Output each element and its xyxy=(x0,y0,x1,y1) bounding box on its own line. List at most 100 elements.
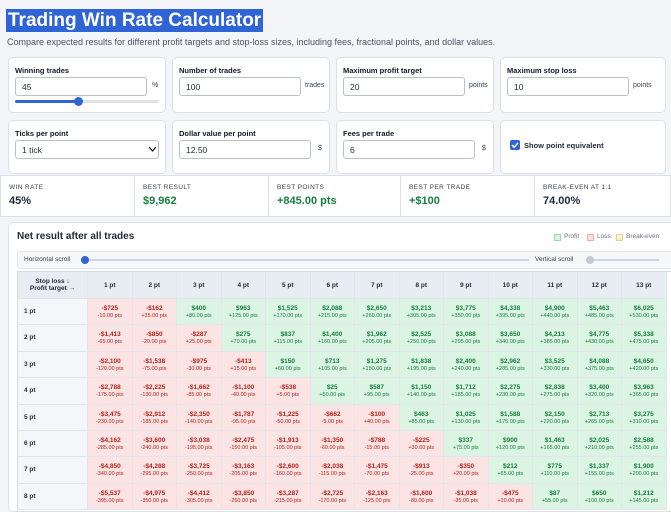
result-cell[interactable]: -$1,913 -105.00 pts xyxy=(266,431,311,458)
result-cell[interactable]: $2,713 +265.00 pts xyxy=(577,404,622,431)
result-cell[interactable]: $650 +100.00 pts xyxy=(577,483,622,511)
result-cell[interactable]: $25 +50.00 pts xyxy=(310,378,355,405)
slider-track[interactable] xyxy=(589,259,659,261)
result-cell[interactable]: -$2,100 -120.00 pts xyxy=(88,351,133,379)
result-cell[interactable]: $5,338 +475.00 pts xyxy=(622,325,667,352)
result-cell[interactable]: $6,025 +530.00 pts xyxy=(622,299,667,326)
result-cell[interactable]: $1,588 +175.00 pts xyxy=(488,404,533,431)
result-cell[interactable]: -$413 +15.00 pts xyxy=(221,351,266,379)
result-cell[interactable]: -$2,225 -130.00 pts xyxy=(132,378,177,405)
slider-thumb[interactable] xyxy=(81,256,89,264)
result-cell[interactable]: $1,337 +155.00 pts xyxy=(577,457,622,484)
result-cell[interactable]: $2,588 +255.00 pts xyxy=(622,431,667,458)
result-cell[interactable]: $1,212 +145.00 pts xyxy=(622,483,667,511)
result-cell[interactable]: -$225 +30.00 pts xyxy=(399,431,444,458)
result-cell[interactable]: -$4,288 -295.00 pts xyxy=(132,457,177,484)
result-cell[interactable]: $4,775 +430.00 pts xyxy=(577,325,622,352)
result-cell[interactable]: -$4,850 -340.00 pts xyxy=(88,457,133,484)
result-cell[interactable]: -$1,538 -75.00 pts xyxy=(132,351,177,379)
result-cell[interactable]: $2,275 +230.00 pts xyxy=(488,378,533,405)
result-cell[interactable]: $2,025 +210.00 pts xyxy=(577,431,622,458)
result-cell[interactable]: $1,463 +165.00 pts xyxy=(533,431,578,458)
result-cell[interactable]: -$850 -20.00 pts xyxy=(132,325,177,352)
result-cell[interactable]: $3,525 +330.00 pts xyxy=(533,351,578,379)
result-cell[interactable]: $1,275 +150.00 pts xyxy=(355,351,400,379)
result-cell[interactable]: $5,463 +485.00 pts xyxy=(577,299,622,326)
result-cell[interactable]: -$350 +20.00 pts xyxy=(444,457,489,484)
result-cell[interactable]: -$1,100 -40.00 pts xyxy=(221,378,266,405)
result-cell[interactable]: -$1,787 -95.00 pts xyxy=(221,404,266,431)
text-input[interactable]: 45 xyxy=(15,77,147,96)
result-cell[interactable]: -$538 +5.00 pts xyxy=(266,378,311,405)
result-cell[interactable]: $1,525 +170.00 pts xyxy=(266,299,311,326)
result-cell[interactable]: -$2,788 -175.00 pts xyxy=(88,378,133,405)
result-cell[interactable]: -$2,600 -160.00 pts xyxy=(266,457,311,484)
result-cell[interactable]: $463 +85.00 pts xyxy=(399,404,444,431)
result-cell[interactable]: -$975 -30.00 pts xyxy=(177,351,222,379)
result-cell[interactable]: $337 +75.00 pts xyxy=(444,431,489,458)
result-cell[interactable]: $4,650 +420.00 pts xyxy=(622,351,667,379)
result-cell[interactable]: -$725 -10.00 pts xyxy=(88,299,133,326)
result-cell[interactable]: -$662 -5.00 pts xyxy=(310,404,355,431)
result-cell[interactable]: -$3,600 -240.00 pts xyxy=(132,431,177,458)
result-cell[interactable]: $2,650 +260.00 pts xyxy=(355,299,400,326)
result-cell[interactable]: -$3,475 -230.00 pts xyxy=(88,404,133,431)
slider-thumb[interactable] xyxy=(586,256,594,264)
result-cell[interactable]: $150 +60.00 pts xyxy=(266,351,311,379)
text-input[interactable]: 6 xyxy=(343,140,475,159)
result-cell[interactable]: -$4,412 -305.00 pts xyxy=(177,483,222,511)
result-cell[interactable]: -$475 +10.00 pts xyxy=(488,483,533,511)
checkbox[interactable] xyxy=(510,140,520,150)
text-input[interactable]: 20 xyxy=(343,77,465,96)
result-cell[interactable]: -$788 -15.00 pts xyxy=(355,431,400,458)
result-cell[interactable]: $837 +115.00 pts xyxy=(266,325,311,352)
result-cell[interactable]: $87 +55.00 pts xyxy=(533,483,578,511)
result-cell[interactable]: -$3,725 -250.00 pts xyxy=(177,457,222,484)
result-cell[interactable]: -$1,475 -70.00 pts xyxy=(355,457,400,484)
result-cell[interactable]: $4,213 +385.00 pts xyxy=(533,325,578,352)
result-cell[interactable]: $713 +105.00 pts xyxy=(310,351,355,379)
result-cell[interactable]: -$287 +25.00 pts xyxy=(177,325,222,352)
result-cell[interactable]: -$2,038 -115.00 pts xyxy=(310,457,355,484)
result-cell[interactable]: -$2,163 -125.00 pts xyxy=(355,483,400,511)
result-cell[interactable]: $2,400 +240.00 pts xyxy=(444,351,489,379)
result-cell[interactable]: -$3,850 -260.00 pts xyxy=(221,483,266,511)
result-cell[interactable]: $275 +70.00 pts xyxy=(221,325,266,352)
result-cell[interactable]: -$2,350 -140.00 pts xyxy=(177,404,222,431)
result-cell[interactable]: -$3,163 -205.00 pts xyxy=(221,457,266,484)
result-cell[interactable]: -$913 -25.00 pts xyxy=(399,457,444,484)
slider-thumb[interactable] xyxy=(74,97,83,106)
result-cell[interactable]: -$1,600 -80.00 pts xyxy=(399,483,444,511)
result-cell[interactable]: -$1,413 -65.00 pts xyxy=(88,325,133,352)
result-cell[interactable]: $3,088 +295.00 pts xyxy=(444,325,489,352)
result-cell[interactable]: $3,400 +320.00 pts xyxy=(577,378,622,405)
result-cell[interactable]: $3,275 +310.00 pts xyxy=(622,404,667,431)
result-cell[interactable]: $2,962 +285.00 pts xyxy=(488,351,533,379)
result-cell[interactable]: $1,712 +185.00 pts xyxy=(444,378,489,405)
result-cell[interactable]: $3,650 +340.00 pts xyxy=(488,325,533,352)
result-cell[interactable]: -$1,225 -50.00 pts xyxy=(266,404,311,431)
result-cell[interactable]: $900 +120.00 pts xyxy=(488,431,533,458)
result-cell[interactable]: -$4,975 -350.00 pts xyxy=(132,483,177,511)
result-cell[interactable]: $3,775 +350.00 pts xyxy=(444,299,489,326)
select-input[interactable]: 1 tick xyxy=(15,140,159,159)
result-cell[interactable]: -$2,725 -170.00 pts xyxy=(310,483,355,511)
text-input[interactable]: 10 xyxy=(507,77,629,96)
result-cell[interactable]: $1,400 +160.00 pts xyxy=(310,325,355,352)
result-cell[interactable]: $587 +95.00 pts xyxy=(355,378,400,405)
result-cell[interactable]: $2,838 +275.00 pts xyxy=(533,378,578,405)
result-cell[interactable]: $1,962 +205.00 pts xyxy=(355,325,400,352)
result-cell[interactable]: $2,525 +250.00 pts xyxy=(399,325,444,352)
result-cell[interactable]: -$100 +40.00 pts xyxy=(355,404,400,431)
slider-track[interactable] xyxy=(84,259,529,261)
text-input[interactable]: 12.50 xyxy=(179,140,311,159)
result-cell[interactable]: -$3,038 -195.00 pts xyxy=(177,431,222,458)
result-cell[interactable]: -$2,912 -185.00 pts xyxy=(132,404,177,431)
result-cell[interactable]: $2,150 +220.00 pts xyxy=(533,404,578,431)
result-cell[interactable]: -$1,662 -85.00 pts xyxy=(177,378,222,405)
result-cell[interactable]: $4,338 +395.00 pts xyxy=(488,299,533,326)
result-cell[interactable]: -$162 +35.00 pts xyxy=(132,299,177,326)
result-cell[interactable]: -$1,350 -60.00 pts xyxy=(310,431,355,458)
result-cell[interactable]: $400 +80.00 pts xyxy=(177,299,222,326)
result-cell[interactable]: $963 +125.00 pts xyxy=(221,299,266,326)
